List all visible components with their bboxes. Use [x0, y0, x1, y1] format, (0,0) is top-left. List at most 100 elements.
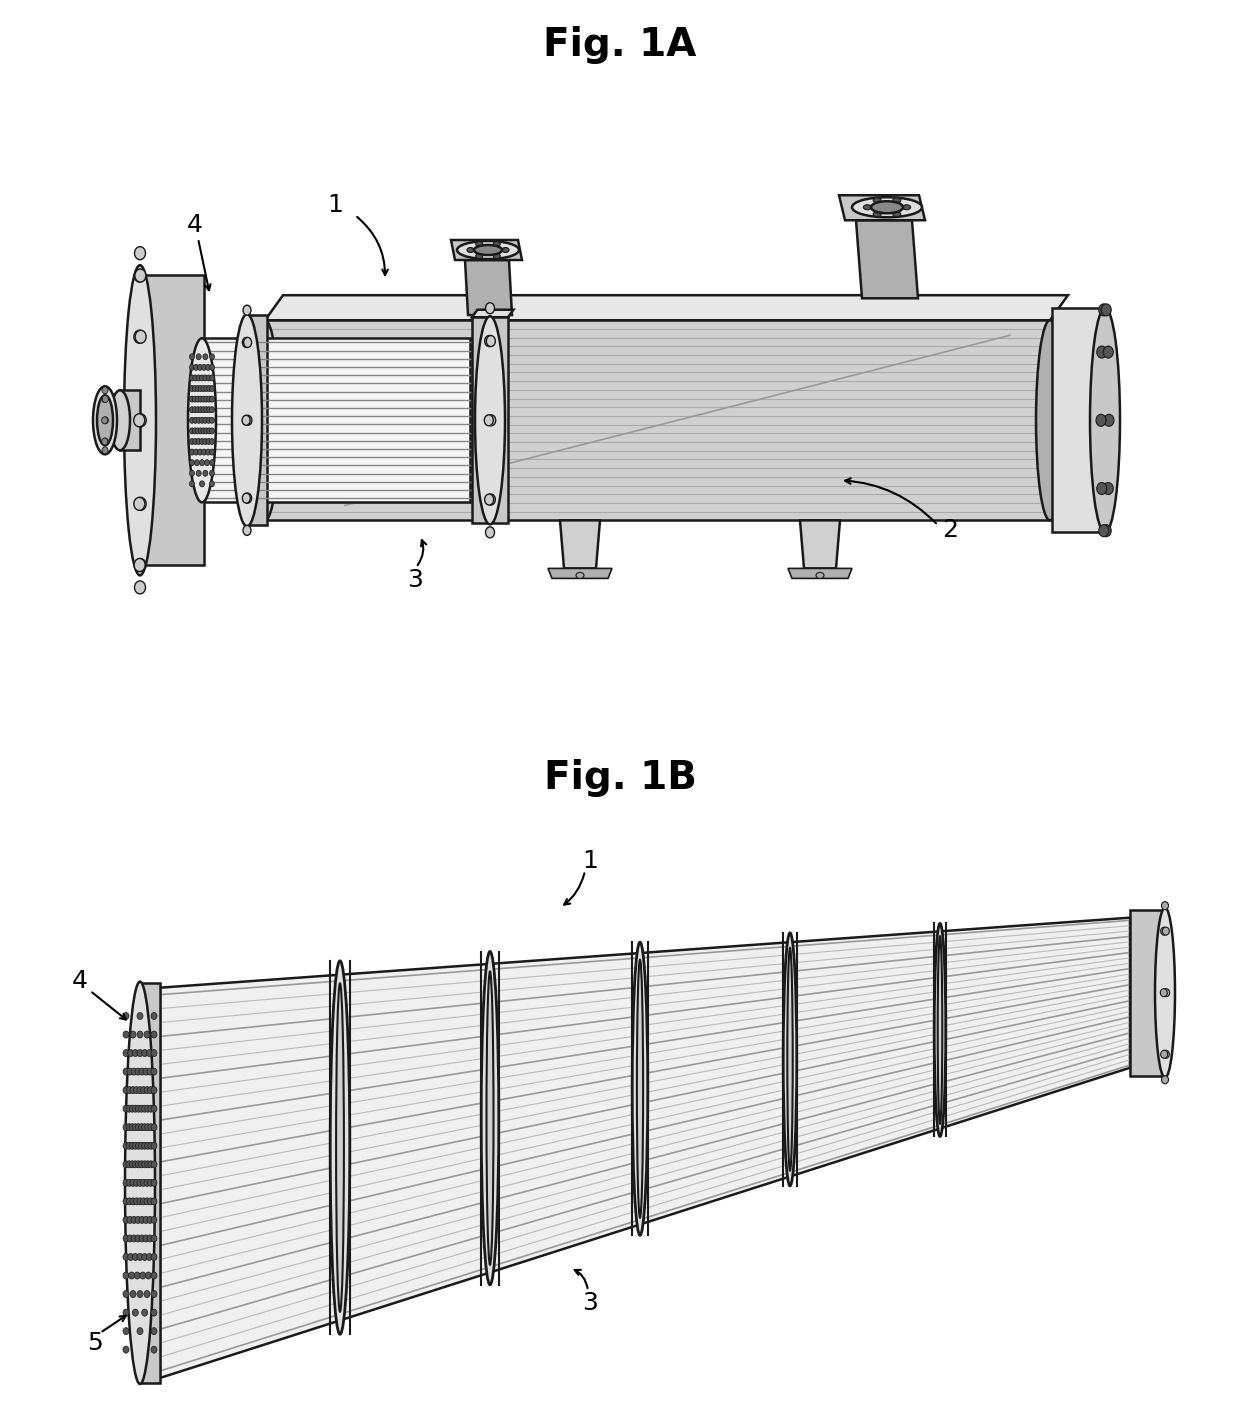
- Ellipse shape: [130, 1291, 136, 1298]
- Ellipse shape: [486, 302, 495, 314]
- Ellipse shape: [135, 1069, 141, 1074]
- Ellipse shape: [134, 247, 145, 259]
- Ellipse shape: [486, 972, 494, 1265]
- Ellipse shape: [207, 406, 212, 413]
- Ellipse shape: [206, 449, 211, 455]
- Ellipse shape: [133, 1143, 139, 1149]
- Ellipse shape: [210, 396, 215, 402]
- Ellipse shape: [151, 1069, 157, 1074]
- Ellipse shape: [1104, 415, 1114, 426]
- Ellipse shape: [210, 406, 215, 413]
- Ellipse shape: [135, 1106, 141, 1112]
- Ellipse shape: [135, 559, 146, 571]
- Ellipse shape: [130, 1180, 136, 1187]
- Ellipse shape: [210, 353, 215, 359]
- Ellipse shape: [206, 418, 211, 423]
- Ellipse shape: [206, 439, 211, 445]
- Ellipse shape: [133, 1050, 139, 1056]
- Ellipse shape: [243, 305, 250, 315]
- Ellipse shape: [93, 386, 117, 455]
- Ellipse shape: [135, 1161, 141, 1168]
- Ellipse shape: [203, 353, 208, 359]
- Ellipse shape: [123, 1143, 129, 1149]
- Ellipse shape: [203, 439, 208, 445]
- Ellipse shape: [485, 494, 494, 504]
- Ellipse shape: [190, 439, 195, 445]
- Ellipse shape: [140, 1198, 146, 1206]
- Ellipse shape: [126, 1217, 133, 1224]
- Ellipse shape: [133, 1106, 139, 1112]
- Ellipse shape: [136, 1013, 143, 1019]
- Polygon shape: [265, 295, 1068, 321]
- Ellipse shape: [195, 386, 200, 392]
- Ellipse shape: [151, 1032, 157, 1037]
- Ellipse shape: [139, 1235, 145, 1243]
- Ellipse shape: [126, 1143, 133, 1149]
- Ellipse shape: [126, 1235, 133, 1243]
- Ellipse shape: [210, 480, 215, 487]
- Ellipse shape: [146, 1050, 153, 1056]
- Ellipse shape: [330, 960, 350, 1334]
- Text: 5: 5: [87, 1331, 103, 1355]
- Ellipse shape: [123, 1050, 129, 1056]
- Ellipse shape: [1162, 902, 1168, 909]
- Ellipse shape: [134, 1180, 139, 1187]
- Ellipse shape: [244, 415, 252, 425]
- Polygon shape: [472, 309, 513, 318]
- Ellipse shape: [139, 1124, 145, 1130]
- Ellipse shape: [207, 428, 212, 433]
- Ellipse shape: [141, 1310, 148, 1317]
- Ellipse shape: [110, 390, 130, 450]
- Ellipse shape: [476, 241, 482, 247]
- Ellipse shape: [190, 460, 195, 466]
- Polygon shape: [140, 275, 205, 566]
- Ellipse shape: [123, 1161, 129, 1168]
- Ellipse shape: [136, 1198, 143, 1206]
- Ellipse shape: [135, 497, 146, 510]
- Text: 4: 4: [72, 969, 88, 993]
- Ellipse shape: [485, 335, 494, 346]
- Ellipse shape: [242, 338, 250, 348]
- Ellipse shape: [190, 375, 195, 380]
- Ellipse shape: [486, 415, 496, 426]
- Ellipse shape: [136, 1291, 143, 1298]
- Polygon shape: [451, 239, 522, 259]
- Ellipse shape: [200, 460, 205, 466]
- Ellipse shape: [146, 1254, 153, 1261]
- Ellipse shape: [210, 439, 215, 445]
- Ellipse shape: [151, 1217, 157, 1224]
- Ellipse shape: [136, 1050, 143, 1056]
- Ellipse shape: [102, 396, 108, 403]
- Ellipse shape: [145, 1273, 151, 1280]
- Ellipse shape: [476, 254, 482, 258]
- Ellipse shape: [196, 353, 201, 359]
- Ellipse shape: [203, 406, 208, 413]
- Text: Fig. 1B: Fig. 1B: [543, 758, 697, 797]
- Ellipse shape: [200, 439, 205, 445]
- Ellipse shape: [336, 983, 343, 1312]
- Ellipse shape: [475, 316, 505, 524]
- Ellipse shape: [190, 353, 195, 359]
- Ellipse shape: [123, 1254, 129, 1261]
- Ellipse shape: [136, 1180, 143, 1187]
- Ellipse shape: [143, 1217, 149, 1224]
- Ellipse shape: [201, 406, 206, 413]
- Ellipse shape: [141, 1124, 148, 1130]
- Ellipse shape: [126, 1069, 133, 1074]
- Ellipse shape: [123, 1124, 129, 1130]
- Ellipse shape: [123, 1291, 129, 1298]
- Ellipse shape: [140, 1087, 146, 1093]
- Ellipse shape: [140, 1180, 146, 1187]
- Ellipse shape: [145, 1124, 151, 1130]
- Ellipse shape: [1161, 928, 1168, 935]
- Ellipse shape: [190, 406, 195, 413]
- Ellipse shape: [787, 948, 792, 1170]
- Ellipse shape: [494, 254, 500, 258]
- Ellipse shape: [198, 386, 203, 392]
- Polygon shape: [1052, 308, 1105, 533]
- Ellipse shape: [102, 447, 108, 453]
- Ellipse shape: [151, 1198, 157, 1206]
- Ellipse shape: [1162, 1050, 1169, 1059]
- Ellipse shape: [934, 923, 946, 1136]
- Ellipse shape: [151, 1347, 157, 1354]
